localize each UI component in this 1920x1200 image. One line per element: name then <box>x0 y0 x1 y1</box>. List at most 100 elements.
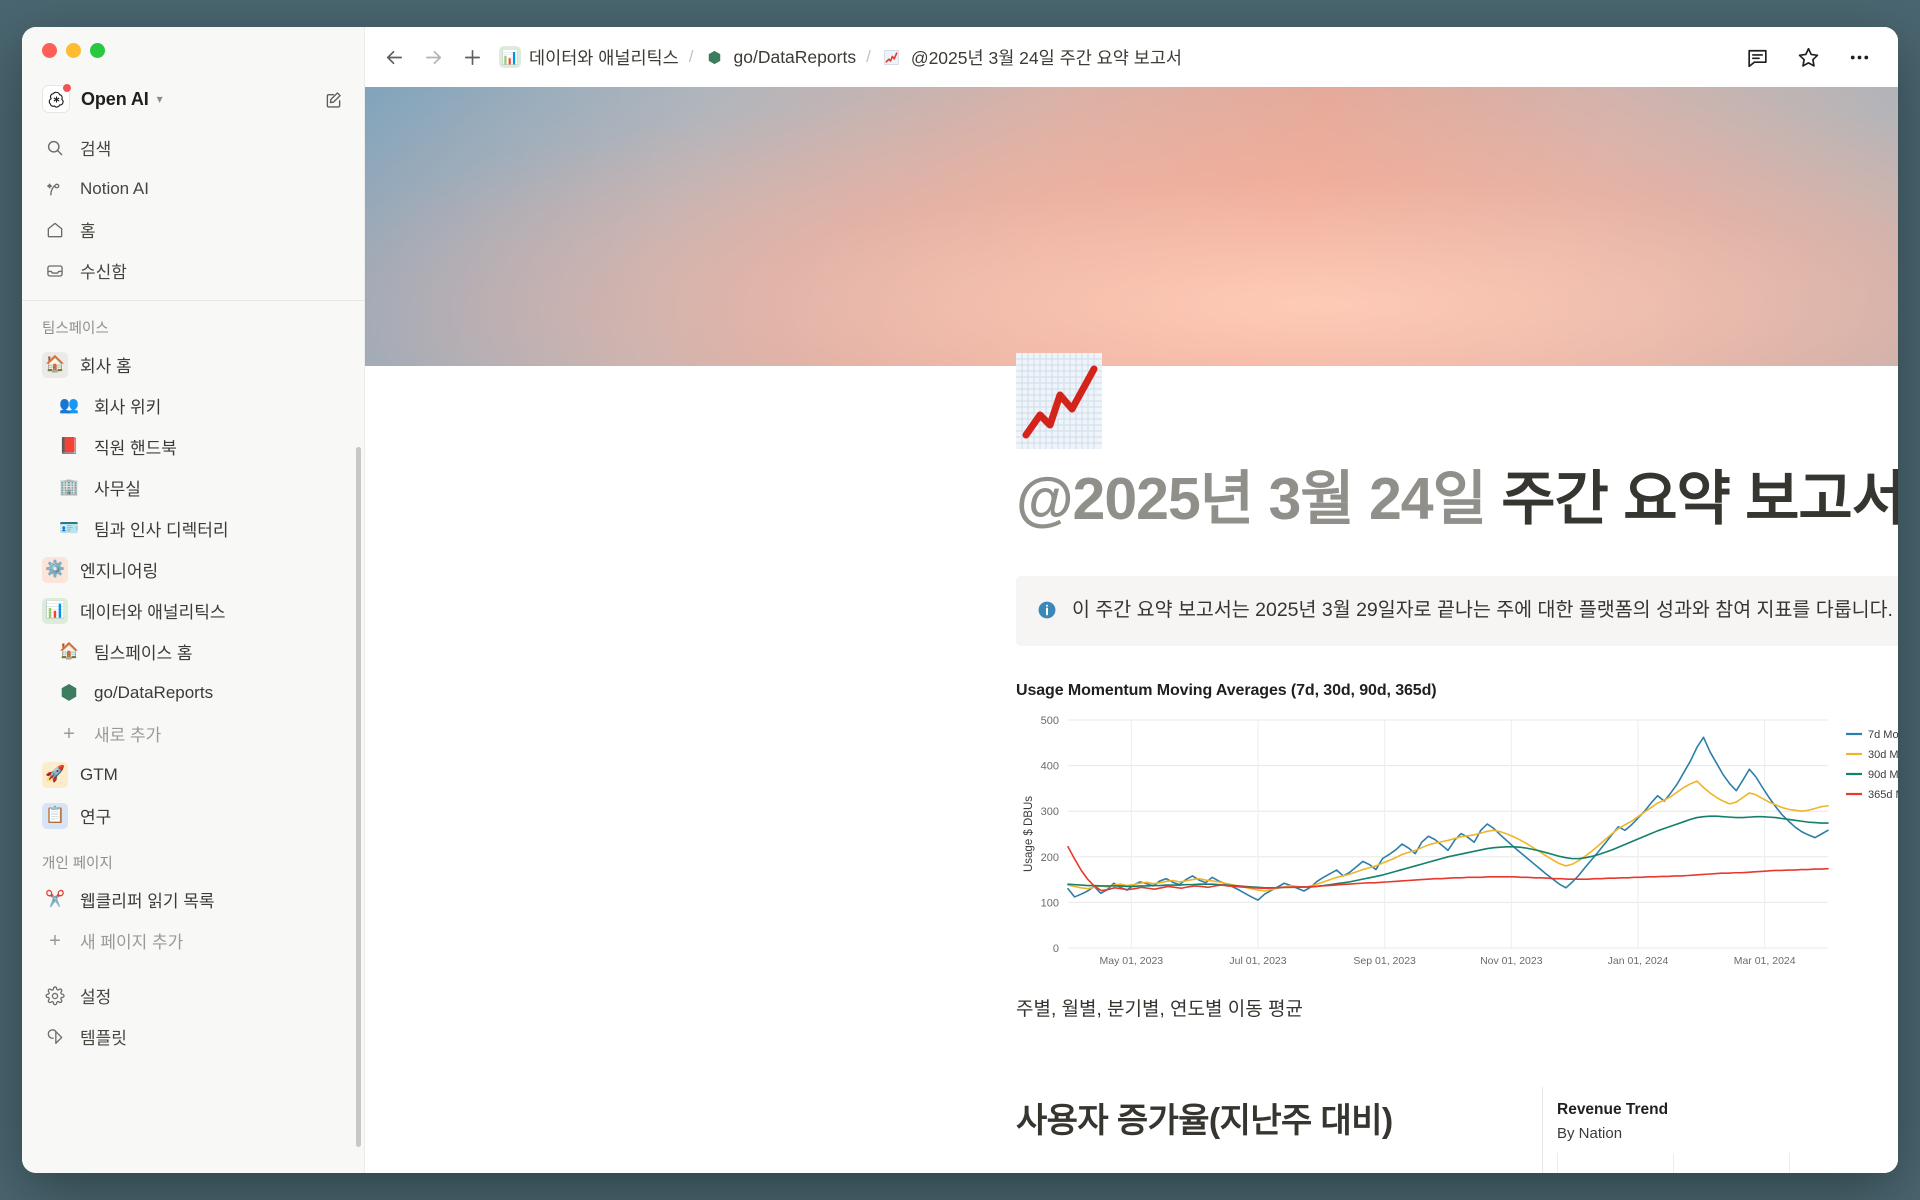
plus-icon: + <box>49 929 61 952</box>
sidebar-item-데이터와-애널리틱스[interactable]: 📊 데이터와 애널리틱스 <box>34 590 352 631</box>
svg-text:Sep 01, 2023: Sep 01, 2023 <box>1353 955 1416 967</box>
date-mention[interactable]: @2025년 3월 24일 <box>1016 466 1487 532</box>
page-emoji-icon: 📋 <box>42 802 68 829</box>
chart-title: Usage Momentum Moving Averages (7d, 30d,… <box>1016 681 1437 699</box>
svg-text:Usage $ DBUs: Usage $ DBUs <box>1023 795 1035 871</box>
svg-text:Nov 01, 2023: Nov 01, 2023 <box>1480 955 1543 967</box>
svg-text:Jul 01, 2023: Jul 01, 2023 <box>1229 955 1286 967</box>
section-heading[interactable]: 사용자 증가율(지난주 대비) <box>1016 1101 1393 1140</box>
workspace-switcher[interactable]: Open AI ▾ <box>34 77 352 121</box>
sidebar-item-새-페이지-추가[interactable]: + 새 페이지 추가 <box>34 920 352 961</box>
chevron-down-icon: ▾ <box>156 92 163 106</box>
sidebar-item-사무실[interactable]: 🏢 사무실 <box>34 467 352 508</box>
chart-block[interactable]: Usage Momentum Moving Averages (7d, 30d,… <box>1016 682 1898 1021</box>
svg-text:400: 400 <box>1041 760 1059 772</box>
breadcrumb-label: @2025년 3월 24일 주간 요약 보고서 <box>910 47 1183 68</box>
compose-icon[interactable] <box>323 89 344 110</box>
sidebar-item-search[interactable]: 검색 <box>34 127 352 168</box>
breadcrumb-item-teamspace[interactable]: 📊 데이터와 애널리틱스 <box>492 41 686 74</box>
page-emoji-icon: 🏠 <box>42 351 68 378</box>
sidebar-item-label: 설정 <box>80 988 112 1007</box>
more-options-icon[interactable] <box>1847 45 1872 70</box>
sidebar-item-회사-홈[interactable]: 🏠 회사 홈 <box>34 344 352 385</box>
minimize-window-button[interactable] <box>66 42 81 58</box>
svg-text:200: 200 <box>1041 852 1059 864</box>
svg-text:0: 0 <box>1053 943 1059 955</box>
svg-text:May 01, 2023: May 01, 2023 <box>1100 955 1164 967</box>
breadcrumb-item-datareports[interactable]: go/DataReports <box>697 42 864 72</box>
sidebar-item-label: 연구 <box>80 808 112 827</box>
comment-icon[interactable] <box>1745 45 1770 70</box>
info-callout[interactable]: 이 주간 요약 보고서는 2025년 3월 29일자로 끝나는 주에 대한 플랫… <box>1016 576 1898 646</box>
svg-text:90d Moving Average: 90d Moving Average <box>1868 769 1898 781</box>
topbar-actions <box>1745 45 1872 70</box>
sidebar-item-home[interactable]: 홈 <box>34 209 352 250</box>
page-emoji-icon: ✂️ <box>45 890 65 908</box>
search-icon <box>42 138 68 158</box>
sidebar-item-label: GTM <box>80 764 118 784</box>
sidebar-section-private: 개인 페이지 <box>42 856 113 872</box>
window-traffic-lights <box>22 27 364 73</box>
arrow-right-icon[interactable] <box>422 46 445 69</box>
template-icon <box>42 1027 68 1047</box>
sidebar-item-label: 팀스페이스 홈 <box>94 644 193 663</box>
main-content: 📊 데이터와 애널리틱스 / go/DataReports / @2025년 3… <box>365 27 1898 1173</box>
breadcrumb: 📊 데이터와 애널리틱스 / go/DataReports / @2025년 3… <box>492 41 1189 74</box>
sidebar-divider <box>22 300 364 301</box>
sidebar-item-settings[interactable]: 설정 <box>34 975 352 1016</box>
sidebar-item-팀과-인사-디렉터리[interactable]: 🪪 팀과 인사 디렉터리 <box>34 508 352 549</box>
chart-caption: 주별, 월별, 분기별, 연도별 이동 평균 <box>1016 998 1303 1020</box>
chart-increasing-icon <box>881 46 903 68</box>
close-window-button[interactable] <box>42 42 57 58</box>
svg-text:100: 100 <box>1041 897 1059 909</box>
page-title-rest: 주간 요약 보고서 <box>1485 466 1898 532</box>
sidebar-item-go-datareports[interactable]: ⬢ go/DataReports <box>34 672 352 713</box>
sidebar-item-templates[interactable]: 템플릿 <box>34 1016 352 1057</box>
sidebar-item-회사-위키[interactable]: 👥 회사 위키 <box>34 385 352 426</box>
arrow-left-icon[interactable] <box>383 46 406 69</box>
sidebar-item-웹클리퍼-읽기-목록[interactable]: ✂️ 웹클리퍼 읽기 목록 <box>34 879 352 920</box>
revenue-trend-card[interactable]: Revenue Trend By Nation <box>1542 1087 1898 1173</box>
chart-canvas: 0 100 200 300 400 500 Usage $ DBUs May 01, 2023… <box>1016 710 1898 980</box>
sidebar-scrollbar[interactable] <box>356 447 361 1147</box>
breadcrumb-separator: / <box>688 47 694 66</box>
zoom-window-button[interactable] <box>90 42 105 58</box>
sidebar-item-연구[interactable]: 📋 연구 <box>34 795 352 836</box>
sidebar-nav: 검색 Notion AI 홈 <box>22 127 364 291</box>
breadcrumb-item-current-page[interactable]: @2025년 3월 24일 주간 요약 보고서 <box>874 41 1189 74</box>
notification-dot-icon <box>62 83 72 93</box>
page-emoji-icon: 📕 <box>59 437 79 455</box>
star-icon[interactable] <box>1796 45 1821 70</box>
sidebar-item-팀스페이스-홈[interactable]: 🏠 팀스페이스 홈 <box>34 631 352 672</box>
sidebar-item-label: 직원 핸드북 <box>94 439 177 458</box>
svg-text:365d Moving Average: 365d Moving Average <box>1868 789 1898 801</box>
sidebar-item-inbox[interactable]: 수신함 <box>34 250 352 291</box>
sidebar-item-직원-핸드북[interactable]: 📕 직원 핸드북 <box>34 426 352 467</box>
page-title[interactable]: @2025년 3월 24일 주간 요약 보고서 <box>1016 466 1898 532</box>
sidebar-item-label: 사무실 <box>94 480 141 499</box>
plus-icon[interactable] <box>461 46 484 69</box>
document-body: @2025년 3월 24일 주간 요약 보고서 이 주간 요약 보고서는 202… <box>365 366 1898 1173</box>
page-emoji-icon: ⚙️ <box>42 556 68 583</box>
revenue-card-subtitle: By Nation <box>1557 1125 1623 1142</box>
sidebar-item-label: Notion AI <box>80 178 149 198</box>
sidebar-item-label: 회사 홈 <box>80 357 132 376</box>
sidebar-item-엔지니어링[interactable]: ⚙️ 엔지니어링 <box>34 549 352 590</box>
info-icon <box>1036 599 1058 626</box>
svg-text:7d Moving Average: 7d Moving Average <box>1868 729 1898 741</box>
breadcrumb-label: 데이터와 애널리틱스 <box>529 47 679 68</box>
page-emoji-icon: 🚀 <box>42 761 68 788</box>
svg-text:500: 500 <box>1041 715 1059 727</box>
page-emoji-icon: 👥 <box>59 396 79 414</box>
sidebar-item-label: go/DataReports <box>94 682 214 702</box>
page-emoji-icon: ⬢ <box>60 681 78 704</box>
sidebar-item-gtm[interactable]: 🚀 GTM <box>34 754 352 795</box>
page-icon[interactable] <box>1016 353 1102 449</box>
sidebar-item-notion-ai[interactable]: Notion AI <box>34 168 352 209</box>
sidebar-item-새로-추가[interactable]: + 새로 추가 <box>34 713 352 754</box>
sidebar-item-label: 홈 <box>80 222 96 241</box>
sidebar-item-label: 수신함 <box>80 263 127 282</box>
page-emoji-icon: 🪪 <box>59 519 79 537</box>
page-cover-image[interactable] <box>365 87 1898 366</box>
breadcrumb-label: go/DataReports <box>733 46 857 67</box>
